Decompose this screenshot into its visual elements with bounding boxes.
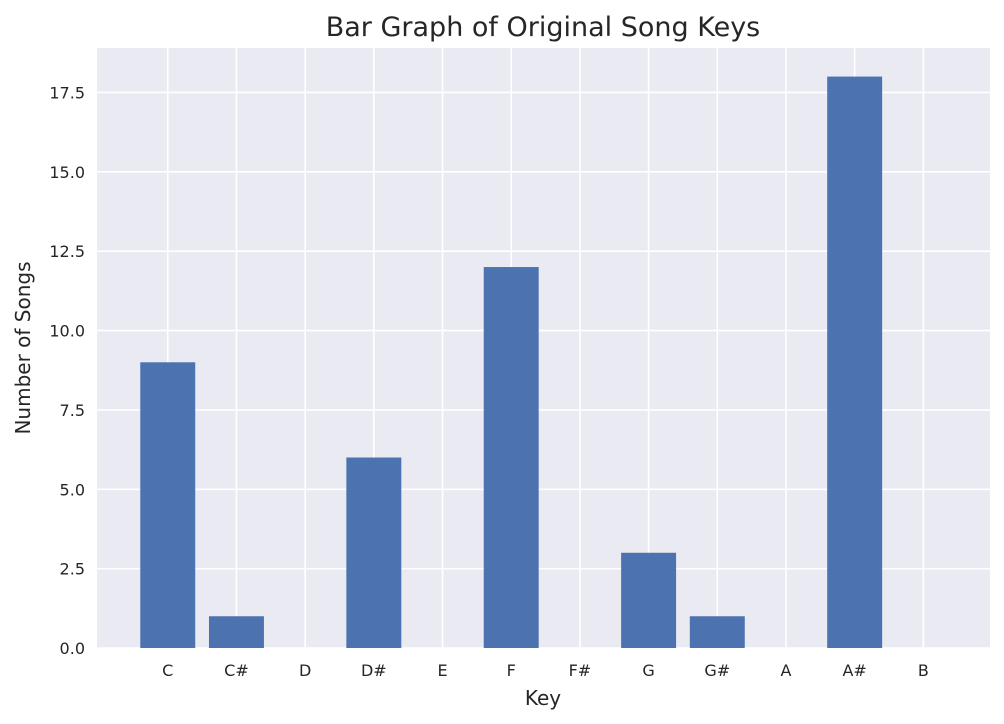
chart-title: Bar Graph of Original Song Keys (326, 12, 761, 43)
x-tick-label: D# (361, 661, 387, 680)
bars (140, 76, 883, 649)
bar-a-sharp (827, 76, 883, 649)
y-tick-label: 15.0 (49, 163, 85, 182)
x-axis-label: Key (525, 686, 561, 710)
bar-c-sharp (208, 616, 264, 648)
bar-f (483, 267, 539, 648)
y-tick-label: 12.5 (49, 242, 85, 261)
y-tick-label: 7.5 (60, 401, 85, 420)
bar-c (140, 362, 196, 648)
y-axis-label: Number of Songs (11, 261, 35, 434)
x-tick-label: D (299, 661, 311, 680)
y-tick-label: 2.5 (60, 560, 85, 579)
x-tick-label: G (642, 661, 654, 680)
x-tick-label: A (781, 661, 792, 680)
bar-g-sharp (689, 616, 745, 648)
y-tick-labels: 0.0 2.5 5.0 7.5 10.0 12.5 15.0 17.5 (49, 83, 85, 658)
x-tick-label: F (507, 661, 516, 680)
x-tick-label: B (918, 661, 929, 680)
x-tick-label: E (437, 661, 447, 680)
bar-g (621, 552, 677, 648)
y-tick-label: 10.0 (49, 322, 85, 341)
y-tick-label: 0.0 (60, 639, 85, 658)
y-tick-label: 5.0 (60, 480, 85, 499)
x-tick-label: A# (842, 661, 866, 680)
x-tick-label: C# (224, 661, 249, 680)
x-tick-labels: C C# D D# E F F# G G# A A# B (162, 661, 929, 680)
x-tick-label: F# (569, 661, 592, 680)
x-tick-label: C (162, 661, 173, 680)
x-tick-label: G# (704, 661, 730, 680)
bar-d-sharp (346, 457, 402, 648)
y-tick-label: 17.5 (49, 83, 85, 102)
